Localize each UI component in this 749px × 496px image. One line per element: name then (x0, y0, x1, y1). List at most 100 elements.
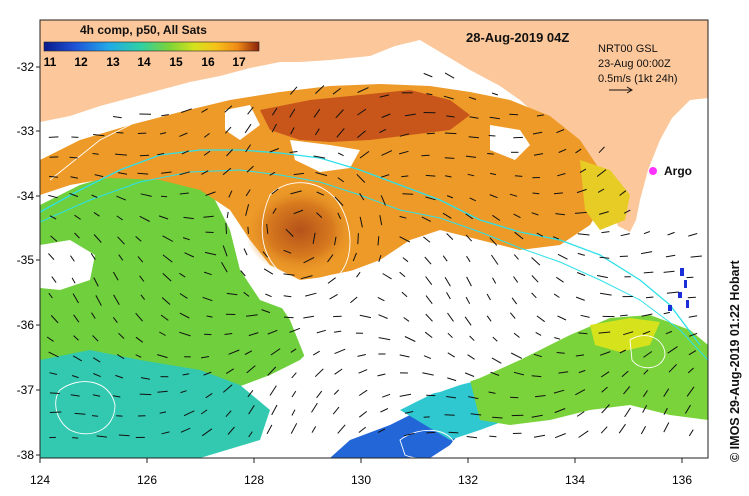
current-vector (531, 414, 543, 418)
current-vector (74, 214, 81, 220)
current-vector (488, 391, 496, 394)
current-vector (486, 315, 492, 322)
current-vector (442, 212, 452, 219)
current-vector (201, 428, 213, 437)
currents-scale: 0.5m/s (1kt 24h) (598, 73, 677, 85)
current-vector (403, 432, 415, 437)
current-vector (488, 135, 496, 137)
current-vector (535, 331, 542, 336)
current-vector (467, 354, 475, 360)
legend-ticks: 11 12 13 14 15 16 17 (44, 55, 246, 69)
current-vector (311, 402, 318, 413)
current-vector (204, 251, 217, 256)
current-vector (161, 171, 172, 174)
current-vector (162, 273, 172, 282)
current-vector (489, 435, 497, 438)
current-vector (116, 132, 124, 134)
current-vector (557, 253, 568, 260)
current-vector (246, 365, 256, 374)
current-vector (404, 411, 414, 414)
current-vector (303, 315, 314, 319)
current-vector (73, 335, 79, 341)
legend-tick-label: 14 (137, 55, 151, 69)
current-vector (688, 350, 697, 356)
current-vector (157, 390, 168, 393)
current-vector (447, 352, 455, 358)
current-vector (424, 331, 433, 338)
argo-marker: Argo (649, 164, 692, 178)
current-vector (222, 167, 232, 176)
current-vector (425, 313, 433, 322)
current-vector (290, 127, 295, 135)
current-vector (262, 251, 268, 258)
current-vector (510, 396, 519, 399)
current-vector (513, 332, 520, 338)
current-vector (574, 211, 587, 214)
current-vector (378, 337, 391, 341)
current-vector (314, 128, 320, 136)
current-vector (620, 314, 628, 317)
current-vector (467, 173, 475, 177)
current-vector (465, 155, 477, 158)
current-vector (226, 149, 233, 157)
current-vector (398, 150, 409, 155)
current-vector (554, 408, 566, 414)
current-vector (377, 296, 385, 302)
current-vector (243, 248, 248, 256)
current-vector (93, 211, 100, 217)
sst-contour-1 (49, 75, 451, 181)
current-vector (422, 372, 434, 376)
current-vector (203, 215, 214, 218)
cloud-gap-central (270, 250, 630, 405)
current-vector (201, 356, 210, 359)
warm-eddy (245, 185, 355, 275)
current-vector (263, 268, 274, 275)
current-vector (312, 232, 316, 244)
current-vector (357, 354, 366, 357)
current-vector (356, 271, 361, 278)
current-vector (158, 215, 169, 220)
current-vector (642, 404, 648, 413)
cloud-gap-east (490, 125, 530, 160)
current-vector (399, 215, 407, 219)
current-vector (425, 174, 436, 177)
current-vector (404, 113, 416, 117)
current-vector (509, 113, 519, 116)
current-vector (665, 254, 676, 258)
current-vector (380, 408, 389, 413)
current-vector (510, 352, 523, 359)
current-vector (293, 172, 304, 176)
current-vector (357, 87, 369, 93)
current-vector (179, 331, 191, 337)
current-vector (227, 426, 235, 435)
current-vector (248, 431, 253, 438)
current-vector (399, 236, 411, 243)
current-vector (313, 108, 321, 118)
current-vector (468, 136, 479, 139)
current-vector (663, 407, 668, 415)
current-vector (116, 354, 125, 360)
current-vector (92, 335, 99, 342)
current-vector (283, 316, 294, 319)
current-vector (359, 150, 370, 159)
current-vector (93, 134, 105, 137)
current-vector (118, 434, 130, 437)
current-vector (201, 170, 209, 175)
current-vector (421, 154, 430, 157)
current-vector (201, 108, 208, 113)
current-vector (399, 133, 410, 137)
current-vector (224, 105, 233, 113)
current-vector (666, 291, 679, 294)
current-vector (531, 275, 539, 283)
current-vector (536, 315, 545, 323)
current-vector (377, 428, 386, 433)
latitude-label: -36 (17, 318, 35, 332)
current-vector (305, 292, 317, 297)
current-vector (184, 252, 195, 258)
latitude-label: -37 (17, 383, 35, 397)
current-vector (115, 153, 127, 156)
legend-tick-label: 13 (106, 55, 120, 69)
current-vector (466, 255, 471, 263)
current-vector (382, 393, 391, 398)
current-vector (575, 389, 586, 396)
